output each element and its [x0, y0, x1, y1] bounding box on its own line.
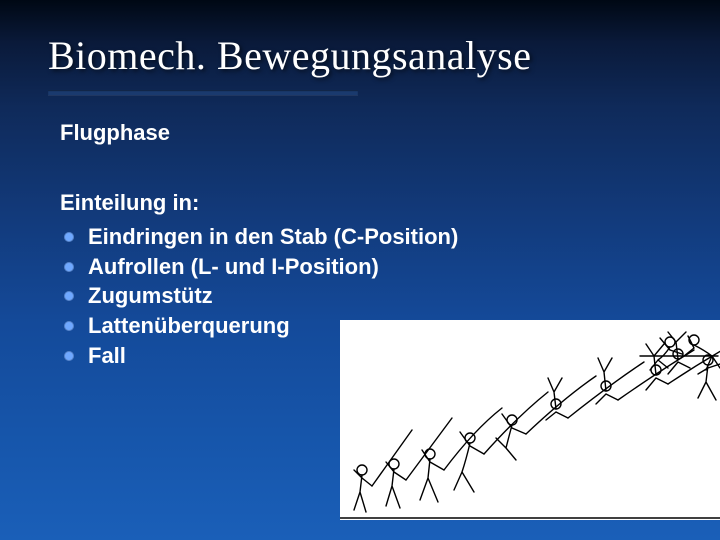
slide: Biomech. Bewegungsanalyse Flugphase Eint…: [0, 0, 720, 540]
slide-subtitle: Flugphase: [60, 120, 170, 146]
pole-vault-sequence-illustration: [340, 320, 720, 520]
list-item: Eindringen in den Stab (C-Position): [60, 222, 458, 252]
slide-title: Biomech. Bewegungsanalyse: [48, 32, 532, 79]
list-heading: Einteilung in:: [60, 190, 199, 216]
title-underline: [48, 90, 358, 95]
list-item: Aufrollen (L- und I-Position): [60, 252, 458, 282]
list-item: Zugumstütz: [60, 281, 458, 311]
